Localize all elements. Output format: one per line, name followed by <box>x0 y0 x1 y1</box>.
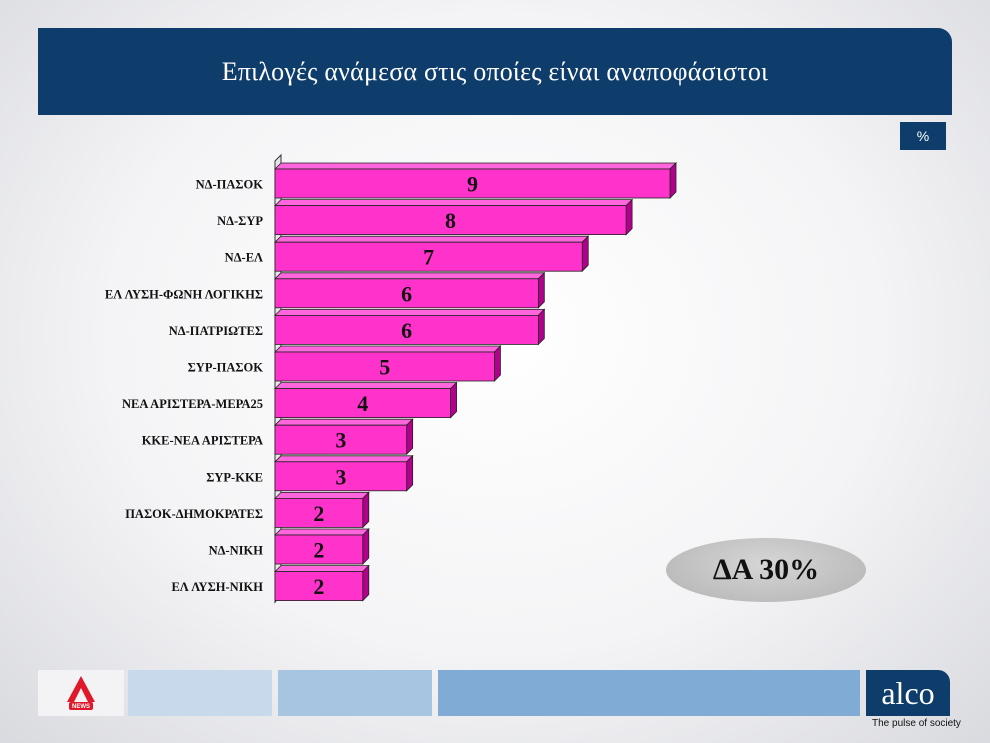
bar-top-face <box>274 272 546 280</box>
bar-front-face <box>274 168 671 199</box>
bar-front-face <box>274 534 364 565</box>
bar <box>274 454 414 492</box>
bar <box>274 345 502 382</box>
bar-side-face <box>362 491 370 529</box>
bar-top-face <box>274 528 370 536</box>
bar-front-face <box>274 351 495 382</box>
title-banner: Επιλογές ανάμεσα στις οποίες είναι αναπο… <box>38 28 952 115</box>
category-label: ΝΔ-ΠΑΤΡΙΩΤΕΣ <box>169 324 263 338</box>
bar-top-face <box>274 308 546 316</box>
data-label: 3 <box>335 428 346 453</box>
bar <box>274 271 546 309</box>
bar <box>274 528 370 565</box>
bar-front-face <box>274 571 364 601</box>
data-label: 7 <box>423 245 434 270</box>
data-label: 2 <box>313 538 324 563</box>
bar-front-face <box>274 205 627 236</box>
category-label: ΚΚΕ-ΝΕΑ ΑΡΙΣΤΕΡΑ <box>142 434 263 448</box>
data-label: 2 <box>313 574 324 599</box>
category-label: ΣΥΡ-ΠΑΣΟΚ <box>188 361 264 375</box>
bar-front-face <box>274 388 451 419</box>
bar <box>274 198 634 236</box>
data-label: 2 <box>313 501 324 526</box>
data-label: 3 <box>335 464 346 489</box>
bar-top-face <box>274 455 414 463</box>
footer-segment <box>128 670 272 716</box>
bar <box>274 235 590 273</box>
bar-front-face <box>274 424 408 455</box>
data-label: 9 <box>467 172 478 197</box>
category-label: ΠΑΣΟΚ-ΔΗΜΟΚΡΑΤΕΣ <box>125 507 263 521</box>
data-label: 6 <box>401 281 412 306</box>
bar <box>274 491 370 529</box>
bar-top-face <box>274 382 458 390</box>
data-label: 8 <box>445 208 456 233</box>
bar-side-face <box>406 454 414 492</box>
alco-logo: alco <box>866 670 950 716</box>
bar <box>274 418 414 456</box>
bar-side-face <box>362 564 370 602</box>
bar-side-face <box>625 198 633 236</box>
bar-side-face <box>537 271 545 309</box>
page-title: Επιλογές ανάμεσα στις οποίες είναι αναπο… <box>221 56 769 86</box>
category-label: ΕΛ ΛΥΣΗ-ΝΙΚΗ <box>171 580 263 594</box>
bar-side-face <box>669 162 677 199</box>
bar-top-face <box>274 235 590 243</box>
bar <box>274 381 458 419</box>
category-label: ΕΛ ΛΥΣΗ-ΦΩΝΗ ΛΟΓΙΚΗΣ <box>105 287 263 301</box>
bar-top-face <box>274 199 634 207</box>
unit-badge: % <box>900 122 946 150</box>
bar-front-face <box>274 497 364 528</box>
data-label: 6 <box>401 318 412 343</box>
bar-front-face <box>274 241 583 272</box>
bar <box>274 308 546 346</box>
bar-top-face <box>274 491 370 499</box>
alco-tagline: The pulse of society <box>872 718 961 729</box>
footer-segment <box>278 670 432 716</box>
bar-front-face <box>274 314 539 345</box>
bar-side-face <box>494 345 501 382</box>
bar-side-face <box>406 418 414 456</box>
bar-top-face <box>274 345 502 353</box>
data-label: 4 <box>357 391 368 416</box>
alpha-news-logo: NEWS <box>38 670 124 716</box>
bar-top-face <box>274 565 370 572</box>
category-label: ΝΔ-ΣΥΡ <box>217 214 263 228</box>
bar-side-face <box>581 235 589 273</box>
footer-segment <box>438 670 860 716</box>
alpha-icon: NEWS <box>67 676 95 710</box>
bar-front-face <box>274 461 408 492</box>
undecided-note: ΔΑ 30% <box>666 538 866 602</box>
category-label: ΝΕΑ ΑΡΙΣΤΕΡΑ-ΜΕΡΑ25 <box>122 397 263 411</box>
bar <box>274 564 370 602</box>
bar-top-face <box>274 418 414 426</box>
category-label: ΝΔ-ΕΛ <box>225 251 263 265</box>
bar <box>274 162 677 199</box>
bar-side-face <box>537 308 545 346</box>
bar-side-face <box>362 528 370 565</box>
category-label: ΝΔ-ΝΙΚΗ <box>209 544 264 558</box>
bar-top-face <box>274 162 677 170</box>
alpha-news-text: NEWS <box>72 704 90 710</box>
category-label: ΝΔ-ΠΑΣΟΚ <box>196 178 264 192</box>
data-label: 5 <box>379 355 390 380</box>
bar-side-face <box>450 381 457 419</box>
bar-front-face <box>274 278 539 309</box>
category-label: ΣΥΡ-ΚΚΕ <box>206 470 263 484</box>
